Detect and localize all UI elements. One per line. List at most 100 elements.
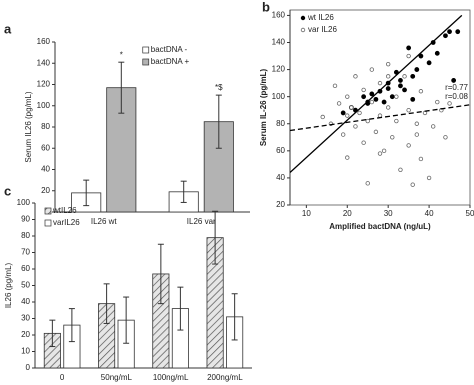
y-axis-label: Serum IL-26 (pg/mL) [259, 68, 268, 146]
panel-label: a [4, 21, 12, 36]
point [394, 118, 399, 124]
point [361, 140, 366, 145]
bar [106, 87, 137, 213]
y-tick-label: 40 [41, 165, 50, 174]
x-tick-label: 50 [466, 209, 474, 218]
y-tick-label: 160 [272, 11, 286, 20]
y-tick-label: 30 [21, 314, 30, 323]
y-axis-label: IL26 (pg/mL) [4, 262, 13, 308]
y-tick-label: 100 [17, 198, 31, 207]
y-tick-label: 80 [276, 119, 285, 128]
y-tick-label: 50 [21, 281, 30, 290]
point [406, 108, 411, 113]
point [410, 96, 416, 102]
point [345, 155, 350, 160]
point [418, 53, 424, 59]
point [406, 143, 411, 148]
point [349, 105, 354, 110]
y-tick-label: 140 [272, 38, 286, 47]
x-tick-label: 40 [425, 209, 434, 218]
point [377, 151, 383, 156]
y-tick-label: 20 [21, 330, 30, 339]
legend-marker [300, 15, 306, 21]
point [455, 29, 461, 35]
regression-line [290, 104, 470, 132]
panel-label: b [262, 0, 270, 14]
y-tick-label: 90 [21, 215, 30, 224]
point [418, 89, 424, 94]
x-tick-label: 50ng/mL [101, 373, 133, 382]
x-tick-label: IL26 wt [91, 217, 118, 226]
y-tick-label: 160 [37, 37, 51, 46]
point [373, 96, 379, 102]
point [385, 86, 391, 91]
y-axis-label: Serum IL26 (pg/mL) [24, 91, 33, 162]
point [369, 99, 375, 105]
y-tick-label: 60 [21, 264, 30, 273]
legend-label: bactDNA - [151, 45, 188, 54]
legend-swatch [142, 46, 150, 54]
point [443, 135, 448, 140]
annotation: * [120, 50, 123, 59]
point [406, 45, 412, 51]
point [414, 67, 420, 72]
point [410, 73, 416, 79]
x-tick-label: IL26 var [187, 217, 216, 226]
point [365, 181, 370, 186]
plot-frame [289, 9, 471, 206]
point [340, 110, 346, 116]
point [345, 94, 350, 99]
point [340, 132, 346, 137]
y-tick-label: 120 [272, 65, 286, 74]
point [447, 29, 452, 35]
legend-swatch [142, 58, 150, 66]
y-tick-label: 100 [37, 101, 51, 110]
point [369, 67, 375, 72]
legend-label: varIL26 [53, 218, 80, 227]
point [320, 114, 325, 120]
point [332, 83, 338, 89]
y-tick-label: 140 [37, 58, 51, 67]
y-tick-label: 40 [276, 173, 285, 182]
point [402, 87, 407, 93]
y-tick-label: 100 [272, 92, 286, 101]
point [406, 53, 411, 59]
panel-label: c [4, 183, 11, 198]
point [394, 94, 399, 99]
y-tick-label: 60 [276, 146, 285, 155]
point [336, 101, 342, 106]
legend-label: var IL26 [308, 25, 337, 34]
legend-swatch [44, 207, 52, 215]
point [381, 99, 387, 105]
point [385, 74, 391, 79]
point [385, 61, 391, 67]
regression-line [290, 14, 463, 173]
point [398, 83, 403, 89]
point [361, 87, 366, 93]
point [357, 110, 362, 116]
x-tick-label: 20 [343, 209, 352, 218]
y-tick-label: 80 [41, 122, 50, 131]
point [393, 69, 399, 75]
point [426, 60, 432, 66]
y-tick-label: 20 [276, 200, 285, 209]
point [389, 94, 395, 100]
point [365, 118, 370, 124]
point [430, 124, 436, 129]
point [414, 121, 420, 126]
point [373, 129, 379, 135]
x-tick-label: 30 [384, 209, 393, 218]
point [377, 80, 383, 86]
y-tick-label: 60 [41, 143, 50, 152]
y-tick-label: 40 [21, 297, 30, 306]
legend-label: wtIL26 [52, 206, 77, 215]
point [345, 113, 350, 118]
point [369, 91, 375, 97]
point [418, 156, 424, 162]
point [434, 50, 440, 56]
y-tick-label: 10 [21, 347, 30, 356]
point [390, 135, 395, 140]
line-label: r=0.77 [445, 83, 468, 92]
legend-marker [300, 27, 306, 33]
